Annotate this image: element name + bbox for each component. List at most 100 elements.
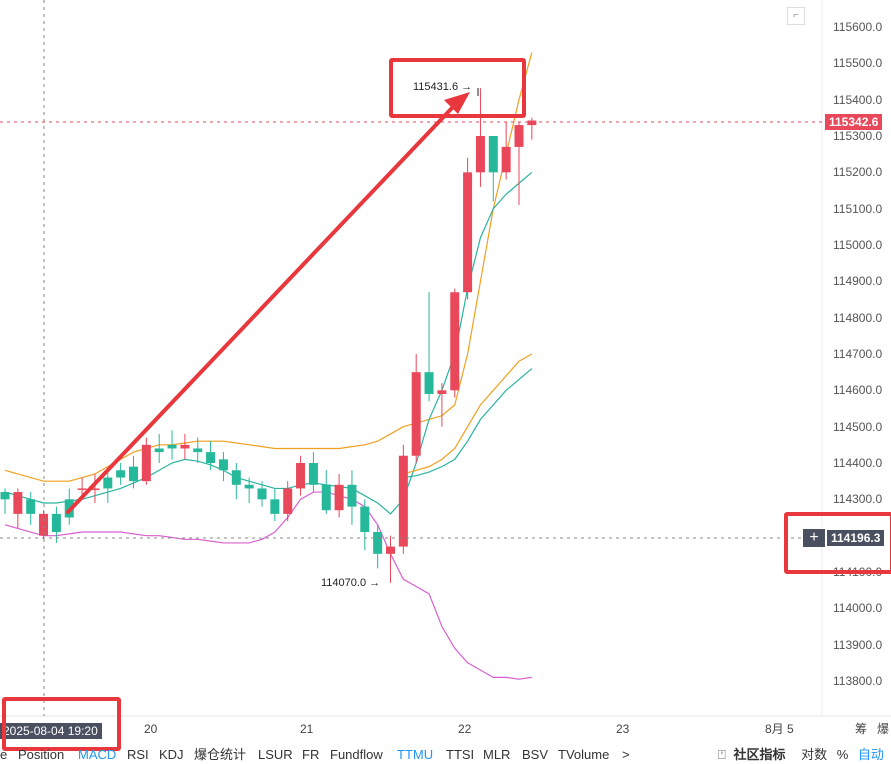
candle-body bbox=[244, 484, 254, 489]
candle-body bbox=[463, 172, 473, 293]
candle-body bbox=[296, 463, 306, 489]
time-tick-label: 20 bbox=[144, 722, 158, 736]
candle-body bbox=[270, 499, 280, 514]
annotation-arrow-head bbox=[444, 92, 470, 114]
indicator-line-1 bbox=[4, 171, 533, 515]
price-tick-label: 113800.0 bbox=[833, 674, 883, 688]
candle-body bbox=[488, 136, 498, 173]
arrow-right-icon: → bbox=[461, 81, 473, 93]
auto-scale-button[interactable]: 自动 bbox=[857, 747, 884, 762]
candle-body bbox=[450, 292, 460, 391]
candle-body bbox=[257, 488, 267, 500]
candle-body bbox=[154, 448, 164, 453]
candle-body bbox=[0, 492, 10, 500]
high-annotation: 115431.6 → bbox=[413, 81, 472, 93]
candle-body bbox=[527, 120, 537, 126]
indicator-tab[interactable]: RSI bbox=[127, 747, 149, 762]
indicator-tab[interactable]: Fundflow bbox=[330, 747, 383, 762]
candle-body bbox=[321, 484, 331, 511]
candle-body bbox=[360, 506, 370, 533]
indicator-scroll-right-icon[interactable]: > bbox=[622, 747, 630, 762]
price-tick-label: 114600.0 bbox=[833, 383, 883, 398]
price-tick-label: 115100.0 bbox=[833, 201, 883, 216]
indicator-tab[interactable]: LSUR bbox=[258, 747, 293, 762]
price-tick-label: 115300.0 bbox=[833, 129, 883, 143]
time-tick-label: 23 bbox=[616, 722, 630, 736]
indicator-bar: e Position MACD RSI KDJ 爆仓统计 LSUR FR Fundflow TTM… bbox=[0, 747, 891, 764]
arrow-right-icon: → bbox=[369, 577, 381, 589]
candle-body bbox=[347, 484, 357, 507]
candle-body bbox=[103, 477, 113, 489]
candle-body bbox=[116, 470, 126, 478]
price-tick-label: 115600.0 bbox=[833, 20, 883, 34]
percent-button[interactable]: % bbox=[836, 747, 849, 762]
time-tick-label: 22 bbox=[458, 722, 472, 736]
current-price-tag: 115342.6 bbox=[825, 114, 883, 130]
candle-body bbox=[334, 484, 344, 511]
price-tick-label: 114700.0 bbox=[833, 347, 883, 361]
crosshair-price-tag: 114196.3 bbox=[827, 530, 885, 546]
indicator-tab[interactable]: TVolume bbox=[558, 747, 610, 762]
price-tick-label: 113900.0 bbox=[833, 637, 883, 652]
indicator-tab[interactable]: e bbox=[0, 747, 8, 762]
candle-body bbox=[129, 466, 138, 482]
candle-body bbox=[501, 146, 511, 173]
indicator-tab[interactable]: TTMU bbox=[397, 747, 434, 762]
indicator-line-3 bbox=[403, 353, 533, 475]
candle-body bbox=[373, 532, 383, 554]
time-tick-label: 爆 bbox=[877, 722, 890, 736]
highlight-box-high bbox=[389, 58, 526, 118]
candle-body bbox=[206, 452, 216, 463]
price-tick-label: 114000.0 bbox=[833, 601, 883, 616]
candle-body bbox=[514, 125, 524, 147]
candle-body bbox=[51, 513, 61, 533]
time-tick-label: 筹 bbox=[855, 722, 868, 736]
indicator-tab[interactable]: KDJ bbox=[159, 747, 184, 762]
candle-body bbox=[437, 390, 447, 394]
community-indicators-button[interactable]: 社区指标 bbox=[733, 747, 786, 762]
price-tick-label: 115400.0 bbox=[833, 92, 883, 107]
indicator-line-0 bbox=[4, 52, 533, 482]
crosshair-add-icon[interactable]: + bbox=[803, 529, 825, 547]
price-tick-label: 114800.0 bbox=[833, 310, 883, 325]
candle-body bbox=[39, 513, 49, 536]
candle-body bbox=[26, 499, 36, 514]
time-tick-label: 8月 5 bbox=[765, 722, 794, 736]
price-tick-label: 115200.0 bbox=[833, 165, 883, 180]
high-value: 115431.6 bbox=[413, 81, 459, 93]
crosshair-date-tag: 2025-08-04 19:20 bbox=[0, 723, 102, 739]
candle-body bbox=[167, 444, 177, 449]
indicator-line-2 bbox=[4, 491, 532, 680]
annotation-arrow-shaft bbox=[66, 106, 454, 514]
candle-body bbox=[193, 448, 203, 453]
indicator-tab[interactable]: TTSI bbox=[446, 747, 475, 762]
indicator-tab[interactable]: FR bbox=[302, 747, 320, 762]
right-tools: ⍞ 社区指标 对数 % 自动 bbox=[718, 747, 884, 763]
fullscreen-icon[interactable]: ⌐ bbox=[787, 7, 805, 25]
highlight-box-date bbox=[2, 697, 121, 751]
indicator-tab[interactable]: Position bbox=[18, 747, 65, 762]
candle-body bbox=[424, 372, 434, 394]
candle-body bbox=[180, 444, 190, 449]
low-value: 114070.0 bbox=[321, 577, 367, 589]
candle-body bbox=[386, 546, 395, 554]
indicator-tab[interactable]: MLR bbox=[483, 747, 511, 762]
log-scale-button[interactable]: 对数 bbox=[801, 747, 828, 762]
indicator-tab[interactable]: BSV bbox=[522, 747, 549, 762]
indicator-tab[interactable]: MACD bbox=[78, 747, 117, 762]
price-tick-label: 115500.0 bbox=[833, 56, 883, 71]
low-annotation: 114070.0 → bbox=[321, 577, 380, 589]
candle-body bbox=[231, 470, 241, 485]
candle-body bbox=[218, 459, 228, 471]
candle-body bbox=[283, 488, 293, 514]
community-indicators-icon[interactable]: ⍞ bbox=[718, 747, 726, 762]
price-tick-label: 114300.0 bbox=[833, 492, 883, 507]
indicator-tab[interactable]: 爆仓统计 bbox=[194, 747, 247, 762]
candle-body bbox=[411, 372, 421, 456]
highlight-box-crosshair bbox=[784, 512, 891, 574]
candle-body bbox=[308, 463, 318, 485]
candle-body bbox=[141, 444, 151, 482]
price-tick-label: 114500.0 bbox=[833, 419, 883, 434]
